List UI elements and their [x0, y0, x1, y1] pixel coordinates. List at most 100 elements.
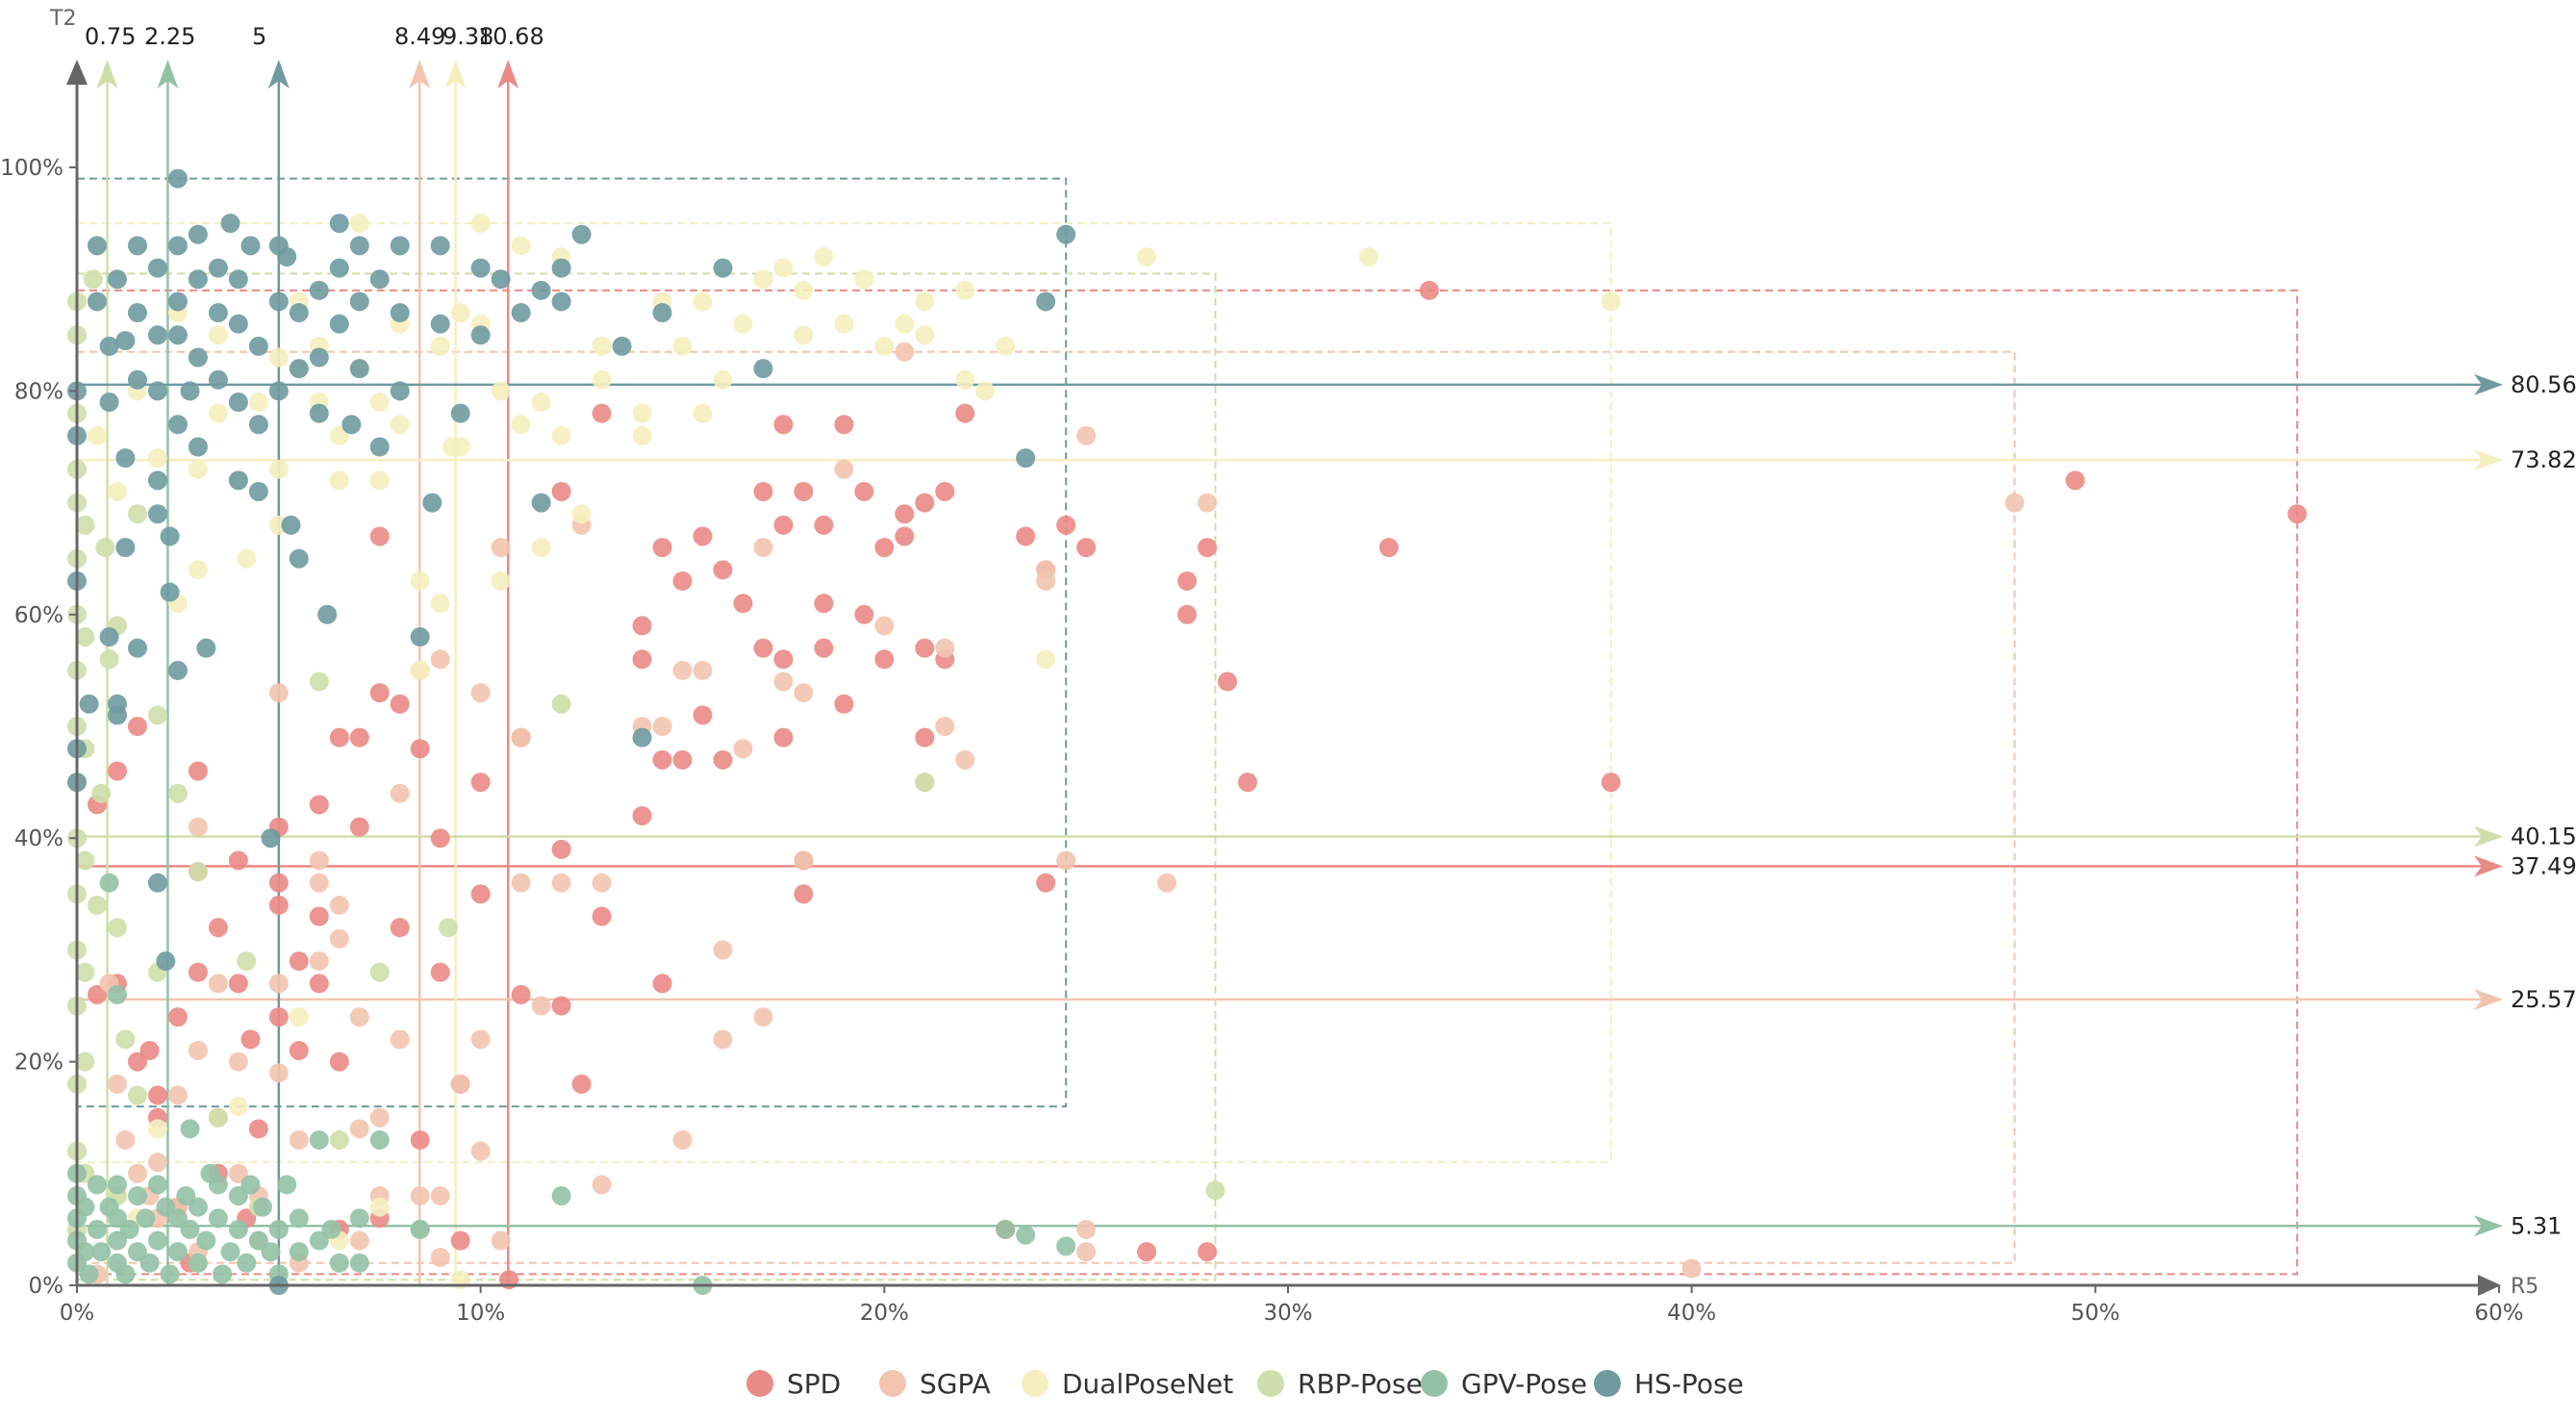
point-DualPoseNet — [289, 1007, 309, 1027]
point-SPD — [915, 727, 935, 748]
point-GPV-Pose — [277, 1175, 297, 1195]
point-SPD — [309, 906, 329, 926]
data-points — [67, 168, 2308, 1295]
point-HS-Pose — [147, 873, 167, 893]
legend-swatch-SGPA — [879, 1370, 906, 1397]
legend-swatch-RBP-Pose — [1257, 1370, 1284, 1397]
x-tick-label: 20% — [860, 1301, 909, 1326]
point-SPD — [349, 727, 369, 748]
point-HS-Pose — [208, 303, 228, 323]
point-GPV-Pose — [180, 1219, 200, 1239]
hline-arrow-DualPoseNet — [2474, 449, 2503, 471]
legend: SPD SGPA DualPoseNet RBP-Pose GPV-Pose HS-Pos… — [746, 1368, 1744, 1400]
point-HS-Pose — [450, 403, 470, 423]
point-SPD — [450, 1230, 470, 1251]
point-SGPA — [268, 974, 289, 994]
point-HS-Pose — [240, 236, 261, 256]
point-SGPA — [349, 1119, 369, 1139]
point-SGPA — [450, 1074, 470, 1094]
point-SGPA — [390, 783, 410, 803]
point-HS-Pose — [470, 258, 491, 278]
point-HS-Pose — [430, 236, 450, 256]
point-HS-Pose — [491, 269, 511, 290]
point-DualPoseNet — [147, 1119, 167, 1139]
point-HS-Pose — [612, 336, 632, 356]
point-GPV-Pose — [253, 1197, 273, 1217]
point-HS-Pose — [390, 236, 410, 256]
point-HS-Pose — [127, 638, 147, 658]
point-SPD — [1056, 515, 1076, 535]
point-GPV-Pose — [329, 1253, 349, 1273]
point-SPD — [309, 795, 329, 815]
axes: R5 T2 0% 10% 20% 30% 40% 50% 60% 0% 20% 40% 60% 80% 10… — [0, 7, 2538, 1326]
point-DualPoseNet — [693, 292, 713, 312]
point-SGPA — [2005, 493, 2025, 513]
point-GPV-Pose — [119, 1219, 139, 1239]
point-GPV-Pose — [551, 1186, 571, 1206]
point-SPD — [672, 749, 693, 770]
legend-swatch-SPD — [746, 1370, 773, 1397]
point-GPV-Pose — [127, 1186, 147, 1206]
point-HS-Pose — [289, 548, 309, 569]
point-HS-Pose — [571, 224, 592, 244]
point-RBP-Pose — [1205, 1180, 1225, 1201]
point-RBP-Pose — [75, 515, 95, 535]
point-GPV-Pose — [228, 1219, 248, 1239]
point-SPD — [410, 739, 430, 759]
point-SPD — [895, 526, 915, 546]
point-HS-Pose — [390, 303, 410, 323]
point-RBP-Pose — [115, 1029, 136, 1050]
point-HS-Pose — [753, 359, 773, 379]
point-HS-Pose — [147, 470, 167, 491]
point-SPD — [632, 616, 652, 636]
point-DualPoseNet — [329, 425, 349, 445]
hline-label-RBP-Pose: 40.15 — [2511, 823, 2576, 849]
point-HS-Pose — [127, 369, 147, 390]
vline-arrow-RBP-Pose — [96, 60, 118, 89]
legend-swatch-DualPoseNet — [1022, 1370, 1048, 1397]
x-tick-label: 10% — [456, 1301, 505, 1326]
point-HS-Pose — [369, 269, 390, 290]
point-SGPA — [794, 683, 814, 703]
point-SGPA — [511, 727, 531, 748]
point-RBP-Pose — [75, 1052, 95, 1072]
point-SGPA — [1681, 1258, 1702, 1279]
hline-arrow-SPD — [2474, 855, 2503, 877]
hline-arrow-RBP-Pose — [2474, 825, 2503, 848]
point-GPV-Pose — [268, 1219, 289, 1239]
point-DualPoseNet — [511, 415, 531, 435]
point-HS-Pose — [147, 325, 167, 345]
point-SGPA — [551, 873, 571, 893]
point-SPD — [773, 649, 794, 670]
point-HS-Pose — [317, 604, 338, 624]
point-GPV-Pose — [237, 1253, 257, 1273]
point-GPV-Pose — [349, 1208, 369, 1229]
point-SPD — [874, 649, 895, 670]
point-HS-Pose — [349, 292, 369, 312]
point-SGPA — [470, 683, 491, 703]
point-DualPoseNet — [491, 571, 511, 591]
point-HS-Pose — [160, 582, 180, 602]
point-HS-Pose — [470, 325, 491, 345]
point-HS-Pose — [652, 303, 672, 323]
point-SPD — [329, 1052, 349, 1072]
point-GPV-Pose — [79, 1264, 99, 1284]
point-HS-Pose — [180, 381, 200, 401]
point-SPD — [733, 594, 753, 614]
point-GPV-Pose — [321, 1219, 341, 1239]
point-RBP-Pose — [329, 1129, 349, 1150]
point-SPD — [1177, 571, 1198, 591]
point-SPD — [329, 727, 349, 748]
point-GPV-Pose — [213, 1264, 233, 1284]
point-SGPA — [349, 1230, 369, 1251]
point-DualPoseNet — [369, 470, 390, 491]
point-SGPA — [430, 1186, 450, 1206]
point-DualPoseNet — [268, 347, 289, 368]
point-DualPoseNet — [834, 314, 854, 334]
point-SGPA — [794, 850, 814, 871]
point-SPD — [309, 974, 329, 994]
point-SPD — [430, 828, 450, 849]
point-RBP-Pose — [107, 918, 127, 938]
point-DualPoseNet — [369, 1197, 390, 1217]
vline-label-SGPA: 8.49 — [394, 23, 445, 50]
